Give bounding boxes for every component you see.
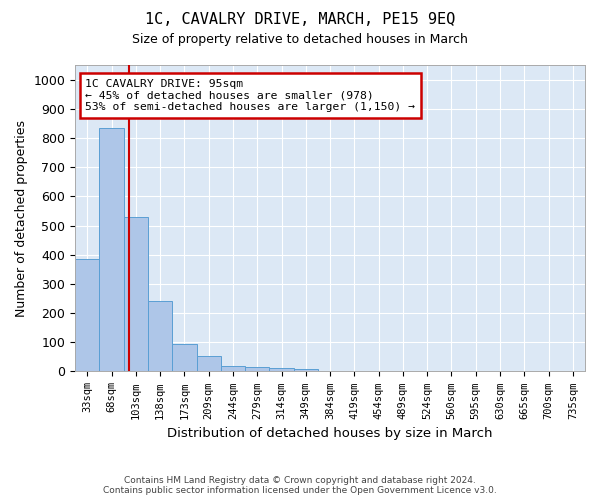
Bar xyxy=(75,259,100,372)
Y-axis label: Number of detached properties: Number of detached properties xyxy=(15,120,28,316)
Bar xyxy=(172,344,197,371)
Bar xyxy=(197,356,221,372)
Bar xyxy=(100,128,124,372)
Bar xyxy=(245,368,269,372)
Text: Size of property relative to detached houses in March: Size of property relative to detached ho… xyxy=(132,32,468,46)
Text: 1C, CAVALRY DRIVE, MARCH, PE15 9EQ: 1C, CAVALRY DRIVE, MARCH, PE15 9EQ xyxy=(145,12,455,28)
Bar xyxy=(124,217,148,372)
Bar xyxy=(148,302,172,372)
Bar xyxy=(269,368,293,372)
Text: Contains HM Land Registry data © Crown copyright and database right 2024.
Contai: Contains HM Land Registry data © Crown c… xyxy=(103,476,497,495)
Bar xyxy=(221,366,245,372)
Bar xyxy=(293,369,318,372)
Text: 1C CAVALRY DRIVE: 95sqm
← 45% of detached houses are smaller (978)
53% of semi-d: 1C CAVALRY DRIVE: 95sqm ← 45% of detache… xyxy=(85,79,415,112)
X-axis label: Distribution of detached houses by size in March: Distribution of detached houses by size … xyxy=(167,427,493,440)
